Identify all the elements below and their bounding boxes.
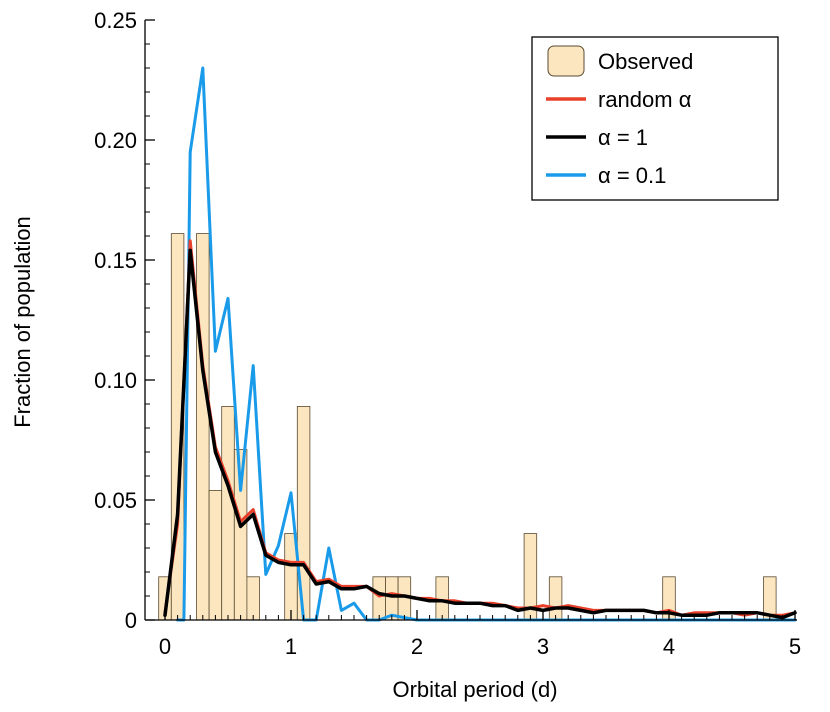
legend-swatch-observed: [547, 45, 585, 77]
x-tick-label: 5: [789, 634, 801, 659]
y-tick-label: 0.15: [94, 248, 137, 273]
legend-label: α = 0.1: [598, 163, 666, 188]
series-line-2: [176, 66, 797, 622]
x-tick-label: 2: [411, 634, 423, 659]
y-tick-label: 0.05: [94, 488, 137, 513]
histogram-bar: [372, 576, 386, 621]
histogram-bar: [208, 489, 223, 621]
histogram-bar: [196, 233, 210, 621]
y-axis-title: Fraction of population: [10, 216, 35, 428]
y-tick-label: 0.20: [94, 128, 137, 153]
y-tick-label: 0.10: [94, 368, 137, 393]
y-tick-label: 0: [125, 608, 137, 633]
histogram-bar: [548, 576, 563, 621]
x-tick-label: 4: [663, 634, 675, 659]
histogram-bar: [435, 576, 449, 621]
x-tick-label: 1: [285, 634, 297, 659]
legend: Observed random α α = 1 α = 0.1: [531, 36, 779, 201]
histogram-bar: [246, 576, 260, 621]
x-tick-label: 3: [537, 634, 549, 659]
legend-label: Observed: [598, 49, 693, 74]
x-tick-label: 0: [159, 634, 171, 659]
legend-label: random α: [598, 87, 692, 112]
histogram-bar: [385, 576, 399, 621]
series-line-0: [163, 239, 797, 617]
axes: 0 0.05 0.10 0.15 0.20 0.25 0 1 2 3 4 5: [94, 8, 801, 659]
series-line-1: [163, 248, 797, 620]
y-tick-label: 0.25: [94, 8, 137, 33]
legend-label: α = 1: [598, 125, 648, 150]
histogram-bar: [221, 405, 235, 621]
histogram-bars: [158, 233, 777, 621]
series-lines: [163, 66, 797, 622]
x-axis-title: Orbital period (d): [392, 677, 557, 702]
